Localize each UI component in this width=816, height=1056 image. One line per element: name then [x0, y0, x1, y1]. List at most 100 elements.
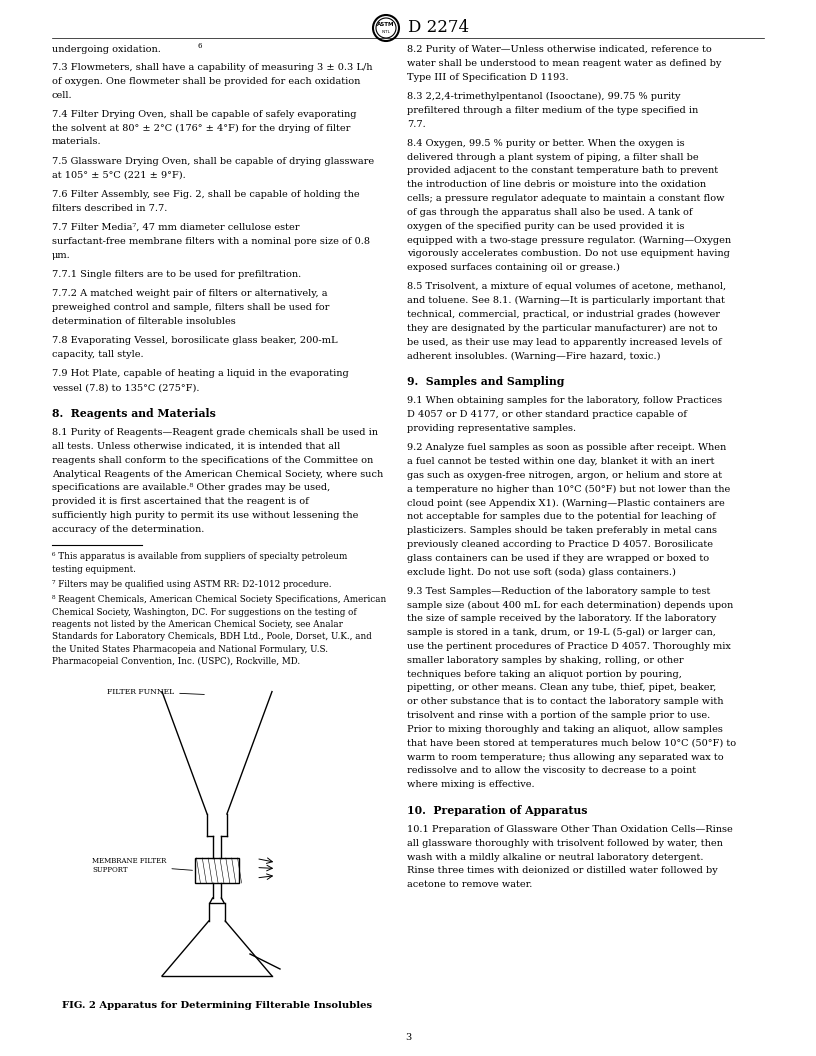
Text: FILTER FUNNEL: FILTER FUNNEL: [107, 687, 204, 696]
Text: 9.1 When obtaining samples for the laboratory, follow Practices: 9.1 When obtaining samples for the labor…: [407, 396, 722, 406]
Text: of oxygen. One flowmeter shall be provided for each oxidation: of oxygen. One flowmeter shall be provid…: [52, 77, 361, 86]
Text: at 105° ± 5°C (221 ± 9°F).: at 105° ± 5°C (221 ± 9°F).: [52, 171, 186, 180]
Text: D 4057 or D 4177, or other standard practice capable of: D 4057 or D 4177, or other standard prac…: [407, 410, 687, 419]
Text: the introduction of line debris or moisture into the oxidation: the introduction of line debris or moist…: [407, 181, 706, 189]
Text: 7.7.2 A matched weight pair of filters or alternatively, a: 7.7.2 A matched weight pair of filters o…: [52, 289, 327, 299]
Text: MEMBRANE FILTER
SUPPORT: MEMBRANE FILTER SUPPORT: [92, 856, 193, 874]
Text: exposed surfaces containing oil or grease.): exposed surfaces containing oil or greas…: [407, 263, 620, 272]
Text: or other substance that is to contact the laboratory sample with: or other substance that is to contact th…: [407, 697, 724, 706]
Text: ⁷ Filters may be qualified using ASTM RR: D2-1012 procedure.: ⁷ Filters may be qualified using ASTM RR…: [52, 580, 331, 589]
Text: where mixing is effective.: where mixing is effective.: [407, 780, 534, 789]
Text: Type III of Specification D 1193.: Type III of Specification D 1193.: [407, 73, 569, 81]
Text: 10.1 Preparation of Glassware Other Than Oxidation Cells—Rinse: 10.1 Preparation of Glassware Other Than…: [407, 825, 733, 834]
Text: sufficiently high purity to permit its use without lessening the: sufficiently high purity to permit its u…: [52, 511, 358, 520]
Text: delivered through a plant system of piping, a filter shall be: delivered through a plant system of pipi…: [407, 153, 698, 162]
Text: surfactant-free membrane filters with a nominal pore size of 0.8: surfactant-free membrane filters with a …: [52, 237, 370, 246]
Text: 9.  Samples and Sampling: 9. Samples and Sampling: [407, 376, 565, 388]
Text: provided adjacent to the constant temperature bath to prevent: provided adjacent to the constant temper…: [407, 167, 718, 175]
Text: Rinse three times with deionized or distilled water followed by: Rinse three times with deionized or dist…: [407, 866, 718, 875]
Text: provided it is first ascertained that the reagent is of: provided it is first ascertained that th…: [52, 497, 308, 506]
Text: sample is stored in a tank, drum, or 19-L (5-gal) or larger can,: sample is stored in a tank, drum, or 19-…: [407, 628, 716, 638]
Text: Pharmacopeial Convention, Inc. (USPC), Rockville, MD.: Pharmacopeial Convention, Inc. (USPC), R…: [52, 657, 300, 666]
Text: pipetting, or other means. Clean any tube, thief, pipet, beaker,: pipetting, or other means. Clean any tub…: [407, 683, 716, 693]
Text: warm to room temperature; thus allowing any separated wax to: warm to room temperature; thus allowing …: [407, 753, 724, 761]
Text: μm.: μm.: [52, 250, 71, 260]
Text: 8.3 2,2,4-trimethylpentanol (Isooctane), 99.75 % purity: 8.3 2,2,4-trimethylpentanol (Isooctane),…: [407, 92, 681, 101]
Text: the solvent at 80° ± 2°C (176° ± 4°F) for the drying of filter: the solvent at 80° ± 2°C (176° ± 4°F) fo…: [52, 124, 350, 133]
Text: 7.5 Glassware Drying Oven, shall be capable of drying glassware: 7.5 Glassware Drying Oven, shall be capa…: [52, 157, 374, 166]
Text: use the pertinent procedures of Practice D 4057. Thoroughly mix: use the pertinent procedures of Practice…: [407, 642, 731, 652]
Text: 8.5 Trisolvent, a mixture of equal volumes of acetone, methanol,: 8.5 Trisolvent, a mixture of equal volum…: [407, 282, 726, 291]
Text: FIG. 2 Apparatus for Determining Filterable Insolubles: FIG. 2 Apparatus for Determining Filtera…: [62, 1001, 372, 1010]
Text: 10.  Preparation of Apparatus: 10. Preparation of Apparatus: [407, 805, 588, 816]
Text: ASTM: ASTM: [377, 21, 395, 26]
Text: of gas through the apparatus shall also be used. A tank of: of gas through the apparatus shall also …: [407, 208, 693, 216]
Text: cell.: cell.: [52, 91, 73, 99]
Text: wash with a mildly alkaline or neutral laboratory detergent.: wash with a mildly alkaline or neutral l…: [407, 852, 703, 862]
Text: preweighed control and sample, filters shall be used for: preweighed control and sample, filters s…: [52, 303, 330, 313]
Text: Prior to mixing thoroughly and taking an aliquot, allow samples: Prior to mixing thoroughly and taking an…: [407, 724, 723, 734]
Text: all glassware thoroughly with trisolvent followed by water, then: all glassware thoroughly with trisolvent…: [407, 838, 723, 848]
Text: acetone to remove water.: acetone to remove water.: [407, 881, 532, 889]
Text: a fuel cannot be tested within one day, blanket it with an inert: a fuel cannot be tested within one day, …: [407, 457, 715, 466]
Text: providing representative samples.: providing representative samples.: [407, 423, 576, 433]
Text: 8.  Reagents and Materials: 8. Reagents and Materials: [52, 408, 216, 419]
Text: reagents shall conform to the specifications of the Committee on: reagents shall conform to the specificat…: [52, 456, 373, 465]
Text: be used, as their use may lead to apparently increased levels of: be used, as their use may lead to appare…: [407, 338, 721, 346]
Text: all tests. Unless otherwise indicated, it is intended that all: all tests. Unless otherwise indicated, i…: [52, 441, 340, 451]
Text: 7.7.: 7.7.: [407, 119, 426, 129]
Text: plasticizers. Samples should be taken preferably in metal cans: plasticizers. Samples should be taken pr…: [407, 526, 717, 535]
Text: sample size (about 400 mL for each determination) depends upon: sample size (about 400 mL for each deter…: [407, 601, 734, 609]
Text: trisolvent and rinse with a portion of the sample prior to use.: trisolvent and rinse with a portion of t…: [407, 711, 710, 720]
Text: 7.7.1 Single filters are to be used for prefiltration.: 7.7.1 Single filters are to be used for …: [52, 270, 301, 279]
Text: determination of filterable insolubles: determination of filterable insolubles: [52, 317, 236, 326]
Text: vessel (7.8) to 135°C (275°F).: vessel (7.8) to 135°C (275°F).: [52, 383, 199, 392]
Text: INTL: INTL: [382, 30, 390, 34]
Text: ⁸ Reagent Chemicals, American Chemical Society Specifications, American: ⁸ Reagent Chemicals, American Chemical S…: [52, 596, 386, 604]
Text: previously cleaned according to Practice D 4057. Borosilicate: previously cleaned according to Practice…: [407, 540, 713, 549]
Text: they are designated by the particular manufacturer) are not to: they are designated by the particular ma…: [407, 324, 717, 333]
Text: 7.3 Flowmeters, shall have a capability of measuring 3 ± 0.3 L/h: 7.3 Flowmeters, shall have a capability …: [52, 63, 372, 72]
Text: Standards for Laboratory Chemicals, BDH Ltd., Poole, Dorset, U.K., and: Standards for Laboratory Chemicals, BDH …: [52, 633, 372, 641]
Text: 7.6 Filter Assembly, see Fig. 2, shall be capable of holding the: 7.6 Filter Assembly, see Fig. 2, shall b…: [52, 190, 360, 199]
Text: cloud point (see Appendix X1). (Warning—Plastic containers are: cloud point (see Appendix X1). (Warning—…: [407, 498, 725, 508]
Text: 8.4 Oxygen, 99.5 % purity or better. When the oxygen is: 8.4 Oxygen, 99.5 % purity or better. Whe…: [407, 139, 685, 148]
Text: equipped with a two-stage pressure regulator. (Warning—Oxygen: equipped with a two-stage pressure regul…: [407, 235, 731, 245]
Text: 7.7 Filter Media⁷, 47 mm diameter cellulose ester: 7.7 Filter Media⁷, 47 mm diameter cellul…: [52, 223, 299, 232]
Bar: [195, 857, 239, 883]
Text: 6: 6: [197, 42, 202, 50]
Text: reagents not listed by the American Chemical Society, see Analar: reagents not listed by the American Chem…: [52, 620, 343, 629]
Text: 3: 3: [405, 1034, 411, 1042]
Text: adherent insolubles. (Warning—Fire hazard, toxic.): adherent insolubles. (Warning—Fire hazar…: [407, 352, 660, 360]
Text: and toluene. See 8.1. (Warning—It is particularly important that: and toluene. See 8.1. (Warning—It is par…: [407, 297, 725, 305]
Text: exclude light. Do not use soft (soda) glass containers.): exclude light. Do not use soft (soda) gl…: [407, 567, 676, 577]
Text: 7.4 Filter Drying Oven, shall be capable of safely evaporating: 7.4 Filter Drying Oven, shall be capable…: [52, 110, 357, 119]
Text: capacity, tall style.: capacity, tall style.: [52, 351, 144, 359]
Text: technical, commercial, practical, or industrial grades (however: technical, commercial, practical, or ind…: [407, 310, 720, 319]
Text: 7.9 Hot Plate, capable of heating a liquid in the evaporating: 7.9 Hot Plate, capable of heating a liqu…: [52, 370, 348, 378]
Text: materials.: materials.: [52, 137, 102, 147]
Text: Chemical Society, Washington, DC. For suggestions on the testing of: Chemical Society, Washington, DC. For su…: [52, 607, 357, 617]
Text: Analytical Reagents of the American Chemical Society, where such: Analytical Reagents of the American Chem…: [52, 470, 384, 478]
Text: redissolve and to allow the viscosity to decrease to a point: redissolve and to allow the viscosity to…: [407, 767, 696, 775]
Text: vigorously accelerates combustion. Do not use equipment having: vigorously accelerates combustion. Do no…: [407, 249, 730, 259]
Text: 8.1 Purity of Reagents—Reagent grade chemicals shall be used in: 8.1 Purity of Reagents—Reagent grade che…: [52, 428, 378, 437]
Text: glass containers can be used if they are wrapped or boxed to: glass containers can be used if they are…: [407, 553, 709, 563]
Text: techniques before taking an aliquot portion by pouring,: techniques before taking an aliquot port…: [407, 670, 682, 679]
Text: oxygen of the specified purity can be used provided it is: oxygen of the specified purity can be us…: [407, 222, 685, 230]
Text: prefiltered through a filter medium of the type specified in: prefiltered through a filter medium of t…: [407, 106, 698, 115]
Text: the United States Pharmacopeia and National Formulary, U.S.: the United States Pharmacopeia and Natio…: [52, 645, 328, 654]
Text: ⁶ This apparatus is available from suppliers of specialty petroleum: ⁶ This apparatus is available from suppl…: [52, 552, 348, 562]
Text: specifications are available.⁸ Other grades may be used,: specifications are available.⁸ Other gra…: [52, 484, 330, 492]
Text: 7.8 Evaporating Vessel, borosilicate glass beaker, 200-mL: 7.8 Evaporating Vessel, borosilicate gla…: [52, 336, 338, 345]
Text: not acceptable for samples due to the potential for leaching of: not acceptable for samples due to the po…: [407, 512, 716, 522]
Text: smaller laboratory samples by shaking, rolling, or other: smaller laboratory samples by shaking, r…: [407, 656, 684, 665]
Text: that have been stored at temperatures much below 10°C (50°F) to: that have been stored at temperatures mu…: [407, 739, 736, 748]
Text: a temperature no higher than 10°C (50°F) but not lower than the: a temperature no higher than 10°C (50°F)…: [407, 485, 730, 494]
Text: undergoing oxidation.: undergoing oxidation.: [52, 45, 161, 54]
Text: testing equipment.: testing equipment.: [52, 565, 136, 573]
Text: 9.3 Test Samples—Reduction of the laboratory sample to test: 9.3 Test Samples—Reduction of the labora…: [407, 587, 711, 596]
Text: accuracy of the determination.: accuracy of the determination.: [52, 525, 204, 533]
Text: 9.2 Analyze fuel samples as soon as possible after receipt. When: 9.2 Analyze fuel samples as soon as poss…: [407, 444, 726, 452]
Text: 8.2 Purity of Water—Unless otherwise indicated, reference to: 8.2 Purity of Water—Unless otherwise ind…: [407, 45, 712, 54]
